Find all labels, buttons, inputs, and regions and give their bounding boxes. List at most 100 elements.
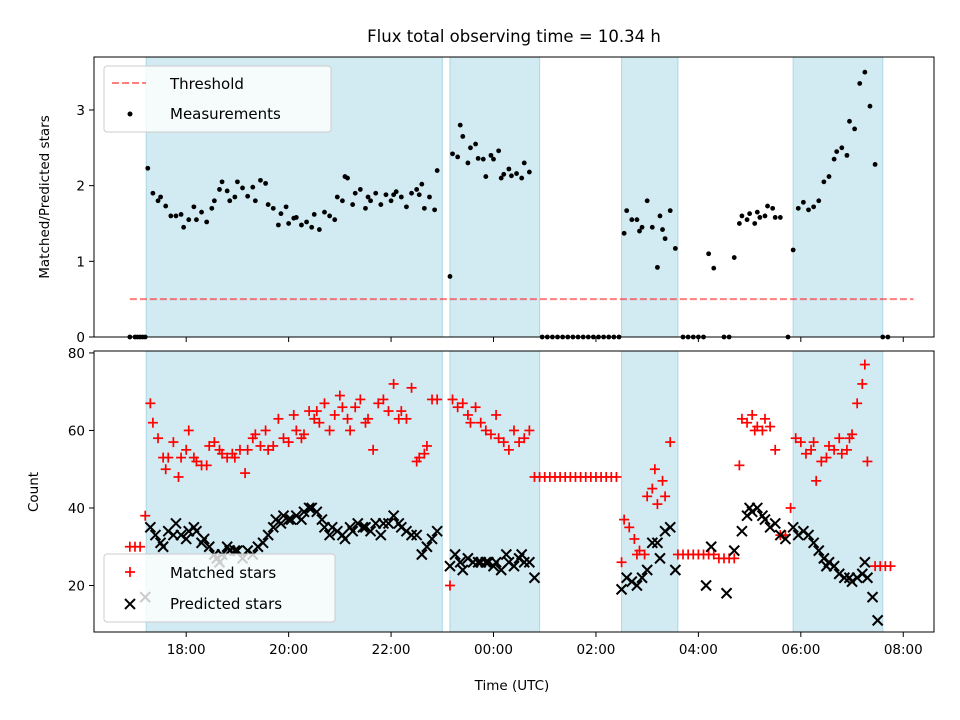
measurement-point	[357, 187, 363, 192]
measurement-point	[473, 141, 478, 147]
measurement-point	[219, 179, 225, 185]
ratio-y-axis-label: Matched/Predicted stars	[37, 115, 53, 278]
matched-stars-point	[729, 553, 740, 564]
measurement-point	[736, 221, 742, 226]
measurement-point	[265, 202, 271, 207]
measurement-point	[404, 204, 409, 210]
matched-stars-point	[795, 437, 806, 448]
measurement-point	[772, 215, 778, 220]
measurement-point	[278, 211, 284, 217]
measurement-point	[460, 134, 466, 139]
matched-stars-point	[319, 398, 330, 409]
count-y-axis-label: Count	[26, 472, 42, 512]
matched-stars-point	[503, 444, 514, 455]
measurement-point	[224, 188, 230, 194]
matched-stars-point	[470, 402, 481, 413]
matched-stars-point	[181, 444, 192, 455]
matched-stars-point	[168, 437, 179, 448]
measurement-point	[621, 230, 627, 236]
matched-stars-point	[859, 359, 870, 370]
ratio-legend-box	[103, 65, 332, 133]
observing-window-3	[621, 350, 679, 633]
matched-stars-point	[388, 378, 399, 389]
predicted-stars-point	[759, 513, 771, 526]
matched-stars-point	[642, 491, 653, 502]
y-tick-label: 80	[68, 346, 85, 362]
measurement-point	[393, 189, 399, 195]
measurement-point	[762, 213, 768, 219]
matched-stars-point	[611, 471, 622, 482]
measurement-point	[498, 175, 504, 181]
matched-stars-point	[836, 448, 847, 459]
matched-stars-point	[396, 406, 407, 417]
predicted-stars-point	[705, 541, 717, 553]
predicted-stars-point	[364, 525, 377, 537]
measurement-point	[455, 154, 461, 160]
matched-stars-point	[800, 448, 811, 459]
predicted-stars-point	[641, 564, 653, 576]
matched-stars-point	[708, 549, 719, 560]
y-tick-label: 60	[68, 423, 85, 439]
y-tick-label: 3	[76, 103, 85, 119]
matched-stars-point	[452, 402, 463, 413]
measurement-point	[806, 207, 811, 213]
predicted-stars-point	[769, 517, 781, 530]
matched-stars-point	[176, 452, 187, 463]
matched-stars-point	[734, 460, 745, 471]
x-tick-label: 08:00	[884, 642, 923, 658]
count-plot-frame	[93, 350, 935, 633]
matched-stars-point	[821, 452, 832, 463]
matched-stars-point	[406, 382, 417, 393]
predicted-stars-point	[170, 517, 182, 530]
matched-stars-point	[639, 549, 650, 560]
observing-window-2	[449, 56, 541, 338]
predicted-stars-point	[859, 556, 871, 568]
predicted-stars-point	[646, 537, 658, 549]
measurement-point	[334, 194, 340, 200]
predicted-stars-point	[262, 529, 274, 541]
measurement-point	[521, 160, 527, 166]
matched-stars-point	[350, 402, 361, 413]
y-tick-label: 0	[76, 330, 85, 346]
measurement-point	[155, 198, 161, 204]
measurement-point	[770, 205, 776, 211]
measurement-point	[240, 185, 245, 191]
predicted-stars-point	[828, 560, 840, 572]
measurement-point	[409, 190, 414, 196]
matched-stars-point	[363, 413, 374, 424]
measurement-point	[283, 204, 289, 210]
predicted-stars-point	[267, 521, 279, 534]
measurement-point	[194, 217, 199, 223]
matched-stars-point	[263, 444, 274, 455]
measurement-point	[629, 217, 635, 223]
predicted-stars-point	[144, 521, 157, 534]
predicted-stars-point	[387, 510, 400, 522]
matched-stars-point	[183, 425, 194, 436]
measurement-point	[857, 81, 863, 86]
matched-stars-point	[847, 429, 858, 440]
predicted-stars-point	[377, 517, 390, 530]
predicted-stars-point	[802, 529, 815, 541]
predicted-stars-legend-swatch	[124, 598, 136, 610]
measurement-point	[711, 265, 717, 271]
matched-stars-point	[329, 409, 340, 420]
count-y-axis: 20 40 60 80	[68, 346, 94, 594]
predicted-stars-point	[346, 525, 359, 537]
matched-stars-point	[368, 444, 379, 455]
measurement-point	[468, 145, 473, 151]
matched-stars-point	[824, 440, 834, 451]
predicted-stars-point	[149, 529, 162, 541]
matched-stars-point	[311, 406, 322, 417]
matched-stars-point	[414, 452, 425, 463]
measurement-point	[211, 198, 217, 204]
matched-stars-point	[491, 409, 502, 420]
measurement-point	[639, 224, 645, 230]
measurement-point	[299, 222, 304, 228]
predicted-stars-point	[357, 521, 369, 534]
measurement-point	[739, 213, 745, 219]
measurement-point	[457, 122, 463, 128]
measurement-point	[839, 145, 845, 151]
y-tick-label: 2	[76, 179, 85, 195]
matched-stars-point	[616, 557, 627, 568]
measurement-point	[483, 174, 489, 179]
